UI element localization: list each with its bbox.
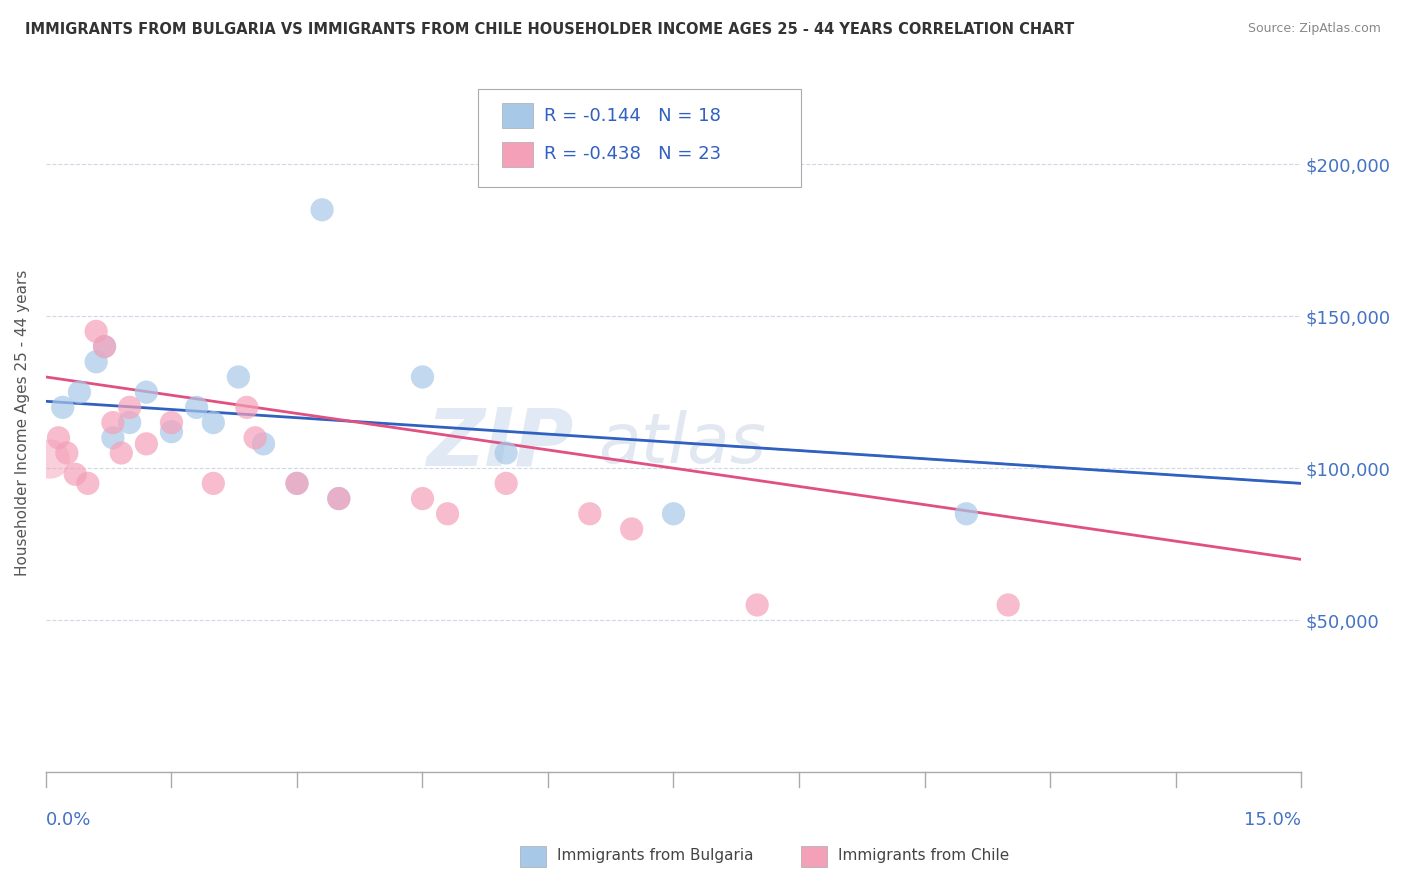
Point bbox=[252, 437, 274, 451]
Point bbox=[186, 401, 208, 415]
Point bbox=[135, 385, 157, 400]
Point bbox=[48, 431, 70, 445]
Point bbox=[285, 476, 308, 491]
Y-axis label: Householder Income Ages 25 - 44 years: Householder Income Ages 25 - 44 years bbox=[15, 269, 30, 575]
Point bbox=[101, 431, 124, 445]
Point bbox=[747, 598, 769, 612]
Point bbox=[202, 476, 225, 491]
Point bbox=[160, 425, 183, 439]
Point bbox=[311, 202, 333, 217]
Text: Source: ZipAtlas.com: Source: ZipAtlas.com bbox=[1247, 22, 1381, 36]
Point bbox=[411, 370, 433, 384]
Point bbox=[328, 491, 350, 506]
Point bbox=[52, 401, 75, 415]
Point bbox=[110, 446, 132, 460]
Point bbox=[69, 385, 91, 400]
Point bbox=[93, 340, 115, 354]
Point bbox=[39, 452, 62, 467]
Point bbox=[579, 507, 602, 521]
Text: 15.0%: 15.0% bbox=[1244, 811, 1301, 829]
Point bbox=[411, 491, 433, 506]
Point bbox=[202, 416, 225, 430]
Text: R = -0.438   N = 23: R = -0.438 N = 23 bbox=[544, 145, 721, 163]
Text: atlas: atlas bbox=[598, 410, 766, 477]
Point bbox=[118, 401, 141, 415]
Point bbox=[243, 431, 266, 445]
Point bbox=[436, 507, 458, 521]
Point bbox=[997, 598, 1019, 612]
Point bbox=[495, 476, 517, 491]
Point bbox=[118, 416, 141, 430]
Text: Immigrants from Chile: Immigrants from Chile bbox=[838, 847, 1010, 863]
Point bbox=[662, 507, 685, 521]
Point bbox=[65, 467, 87, 482]
Point bbox=[328, 491, 350, 506]
Point bbox=[236, 401, 259, 415]
Text: 0.0%: 0.0% bbox=[46, 811, 91, 829]
Point bbox=[160, 416, 183, 430]
Point bbox=[76, 476, 98, 491]
Point bbox=[84, 324, 107, 338]
Point bbox=[93, 340, 115, 354]
Point bbox=[955, 507, 977, 521]
Point bbox=[56, 446, 79, 460]
Point bbox=[495, 446, 517, 460]
Text: Immigrants from Bulgaria: Immigrants from Bulgaria bbox=[557, 847, 754, 863]
Point bbox=[84, 355, 107, 369]
Point bbox=[620, 522, 643, 536]
Point bbox=[285, 476, 308, 491]
Point bbox=[135, 437, 157, 451]
Point bbox=[101, 416, 124, 430]
Point bbox=[228, 370, 250, 384]
Text: R = -0.144   N = 18: R = -0.144 N = 18 bbox=[544, 107, 721, 125]
Text: IMMIGRANTS FROM BULGARIA VS IMMIGRANTS FROM CHILE HOUSEHOLDER INCOME AGES 25 - 4: IMMIGRANTS FROM BULGARIA VS IMMIGRANTS F… bbox=[25, 22, 1074, 37]
Text: ZIP: ZIP bbox=[426, 405, 574, 483]
